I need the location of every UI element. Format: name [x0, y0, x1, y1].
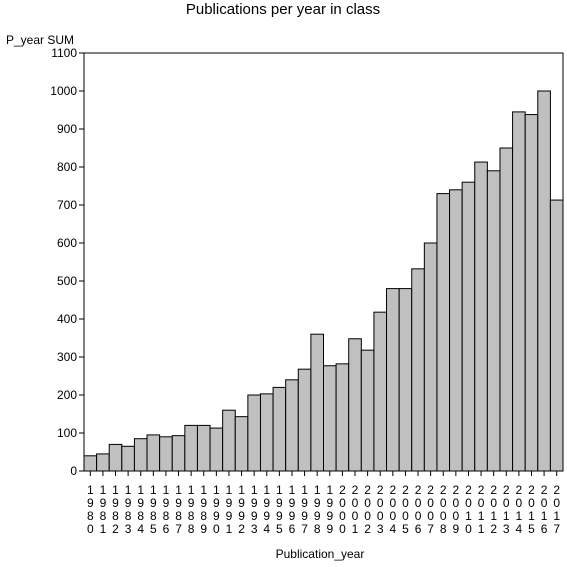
bar — [386, 288, 400, 472]
chart-title: Publications per year in class — [186, 1, 380, 18]
bar — [310, 333, 325, 472]
bar — [449, 189, 463, 472]
bar — [285, 379, 299, 472]
bar — [360, 349, 375, 472]
bar — [209, 427, 224, 472]
bar — [411, 268, 425, 472]
y-tick-label: 0 — [70, 464, 77, 478]
bar — [524, 114, 539, 472]
y-axis-label: P_year SUM — [6, 33, 74, 47]
bar — [512, 111, 526, 472]
bar — [461, 181, 476, 472]
bar — [96, 453, 110, 472]
bars — [83, 90, 564, 472]
bar — [83, 455, 98, 472]
y-tick-label: 200 — [57, 388, 77, 402]
bar — [297, 368, 312, 472]
y-tick-label: 700 — [57, 198, 77, 212]
bar — [323, 365, 337, 472]
y-tick-label: 1100 — [51, 46, 77, 60]
bar — [272, 386, 287, 472]
y-tick-label: 300 — [57, 350, 77, 364]
x-axis-ticks: 1 9 8 0 1 9 8 1 1 9 8 2 1 9 8 3 1 9 8 4 1 9 8 5 1 9 8 6 1 9 8 7 1 9 8 8 1 9 8 9… — [87, 471, 560, 536]
bar — [373, 311, 388, 472]
y-axis-ticks: 0 100 200 300 400 500 600 700 800 900 1000 1100 — [50, 46, 84, 478]
plot-frame — [83, 52, 564, 472]
bar — [398, 288, 413, 472]
bar — [486, 170, 501, 472]
bar — [335, 363, 350, 472]
x-axis-label: Publication_year — [276, 547, 365, 561]
bar — [348, 338, 362, 472]
bar — [133, 438, 148, 472]
bar — [499, 147, 514, 472]
y-tick-label: 900 — [57, 122, 77, 136]
bar — [159, 436, 173, 472]
bar — [436, 193, 451, 472]
y-tick-label: 1000 — [50, 84, 77, 98]
bar — [247, 394, 261, 472]
bar — [222, 409, 236, 472]
y-tick-label: 800 — [57, 160, 77, 174]
bar — [146, 434, 161, 472]
y-tick-label: 600 — [57, 236, 77, 250]
bar — [121, 445, 135, 472]
bar — [423, 242, 438, 472]
y-tick-label: 500 — [57, 274, 77, 288]
y-tick-label: 100 — [57, 426, 77, 440]
bar — [108, 443, 123, 472]
bar — [234, 416, 249, 472]
bar — [549, 199, 564, 472]
bar — [537, 90, 551, 472]
bar — [474, 161, 488, 472]
bar — [196, 424, 211, 472]
y-tick-label: 400 — [57, 312, 77, 326]
bar — [171, 435, 186, 472]
bar — [184, 424, 198, 472]
bar — [259, 393, 274, 472]
